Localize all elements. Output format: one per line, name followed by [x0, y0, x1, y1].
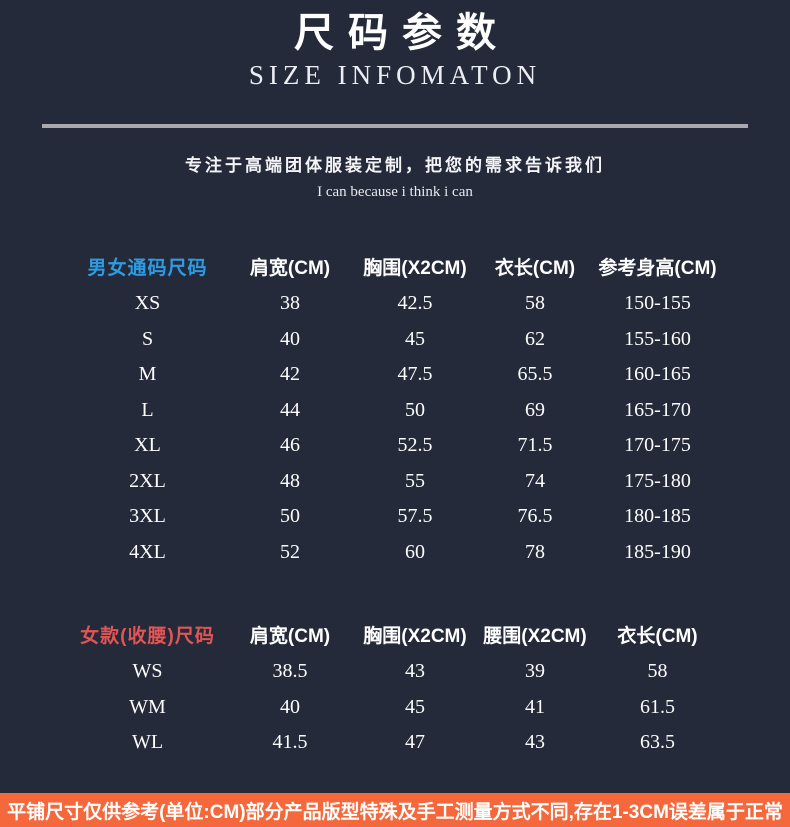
- value-cell: 185-190: [624, 540, 691, 563]
- table-row: XL 46 52.5 71.5 170-175: [70, 428, 790, 464]
- table-row: S 40 45 62 155-160: [70, 322, 790, 358]
- value-cell: 52: [280, 540, 300, 563]
- page-title-chinese: 尺码参数: [294, 10, 510, 55]
- column-header-length: 衣长(CM): [494, 257, 576, 279]
- column-header-chest: 胸围(X2CM): [363, 257, 467, 279]
- table-row: 3XL 50 57.5 76.5 180-185: [70, 499, 790, 535]
- value-cell: 180-185: [624, 505, 691, 528]
- value-cell: 45: [405, 695, 425, 718]
- value-cell: 58: [525, 292, 545, 315]
- value-cell: 61.5: [640, 695, 675, 718]
- value-cell: 43: [405, 660, 425, 683]
- unisex-table-label: 男女通码尺码: [87, 257, 208, 279]
- value-cell: 57.5: [397, 505, 433, 528]
- value-cell: 170-175: [624, 434, 691, 457]
- value-cell: 160-165: [624, 363, 691, 386]
- value-cell: 42: [280, 363, 300, 386]
- tagline-text: 专注于高端团体服装定制，把您的需求告诉我们: [185, 156, 605, 175]
- size-cell: WM: [129, 695, 166, 718]
- table-row: WS 38.5 43 39 58: [70, 654, 790, 690]
- column-header-length: 衣长(CM): [617, 625, 698, 647]
- value-cell: 48: [280, 469, 300, 492]
- value-cell: 40: [280, 695, 300, 718]
- value-cell: 50: [405, 398, 425, 421]
- value-cell: 38.5: [272, 660, 308, 683]
- value-cell: 44: [280, 398, 300, 421]
- table-row: WM 40 45 41 61.5: [70, 690, 790, 726]
- value-cell: 175-180: [624, 469, 691, 492]
- size-cell: WL: [131, 731, 164, 754]
- unisex-table-header-row: 男女通码尺码 肩宽(CM) 胸围(X2CM) 衣长(CM) 参考身高(CM): [70, 246, 790, 286]
- divider-line: [42, 124, 748, 128]
- table-row: XS 38 42.5 58 150-155: [70, 286, 790, 322]
- value-cell: 40: [280, 327, 300, 350]
- value-cell: 43: [525, 731, 545, 754]
- slogan-text: I can because i think i can: [317, 184, 473, 200]
- value-cell: 39: [525, 660, 545, 683]
- size-cell: 2XL: [129, 469, 166, 492]
- size-cell: S: [141, 327, 154, 350]
- value-cell: 62: [525, 327, 545, 350]
- size-cell: 3XL: [129, 505, 166, 528]
- value-cell: 47: [405, 731, 425, 754]
- column-header-chest: 胸围(X2CM): [363, 625, 467, 647]
- value-cell: 155-160: [624, 327, 691, 350]
- value-cell: 63.5: [640, 731, 675, 754]
- value-cell: 69: [525, 398, 545, 421]
- value-cell: 78: [525, 540, 545, 563]
- table-row: 4XL 52 60 78 185-190: [70, 535, 790, 571]
- column-header-shoulder: 肩宽(CM): [249, 625, 331, 647]
- column-header-waist: 腰围(X2CM): [483, 625, 587, 647]
- table-row: M 42 47.5 65.5 160-165: [70, 357, 790, 393]
- value-cell: 58: [647, 660, 668, 683]
- table-row: WL 41.5 47 43 63.5: [70, 725, 790, 761]
- value-cell: 150-155: [624, 292, 691, 315]
- footer-note-bar: 平铺尺寸仅供参考(单位:CM)部分产品版型特殊及手工测量方式不同,存在1-3CM…: [0, 793, 790, 827]
- value-cell: 42.5: [397, 292, 433, 315]
- women-size-table: 女款(收腰)尺码 肩宽(CM) 胸围(X2CM) 腰围(X2CM) 衣长(CM)…: [0, 614, 790, 761]
- column-header-height: 参考身高(CM): [598, 257, 717, 279]
- size-cell: L: [141, 398, 154, 421]
- women-table-label: 女款(收腰)尺码: [80, 625, 215, 647]
- value-cell: 47.5: [397, 363, 433, 386]
- size-cell: 4XL: [129, 540, 166, 563]
- value-cell: 38: [280, 292, 300, 315]
- value-cell: 41: [525, 695, 545, 718]
- value-cell: 50: [280, 505, 300, 528]
- value-cell: 165-170: [624, 398, 691, 421]
- size-cell: XS: [134, 292, 161, 315]
- value-cell: 52.5: [397, 434, 433, 457]
- women-table-header-row: 女款(收腰)尺码 肩宽(CM) 胸围(X2CM) 腰围(X2CM) 衣长(CM): [70, 614, 790, 654]
- value-cell: 46: [280, 434, 300, 457]
- table-row: 2XL 48 55 74 175-180: [70, 464, 790, 500]
- value-cell: 55: [405, 469, 425, 492]
- value-cell: 76.5: [517, 505, 553, 528]
- value-cell: 60: [405, 540, 425, 563]
- table-row: L 44 50 69 165-170: [70, 393, 790, 429]
- column-header-shoulder: 肩宽(CM): [249, 257, 331, 279]
- page-title-english: SIZE INFOMATON: [248, 60, 542, 90]
- unisex-size-table: 男女通码尺码 肩宽(CM) 胸围(X2CM) 衣长(CM) 参考身高(CM) X…: [0, 246, 790, 570]
- footer-note-text: 平铺尺寸仅供参考(单位:CM)部分产品版型特殊及手工测量方式不同,存在1-3CM…: [7, 801, 783, 823]
- value-cell: 65.5: [517, 363, 553, 386]
- size-cell: M: [138, 363, 157, 386]
- value-cell: 45: [405, 327, 425, 350]
- size-cell: XL: [134, 434, 161, 457]
- size-cell: WS: [132, 660, 163, 683]
- value-cell: 41.5: [272, 731, 308, 754]
- value-cell: 71.5: [517, 434, 553, 457]
- value-cell: 74: [525, 469, 545, 492]
